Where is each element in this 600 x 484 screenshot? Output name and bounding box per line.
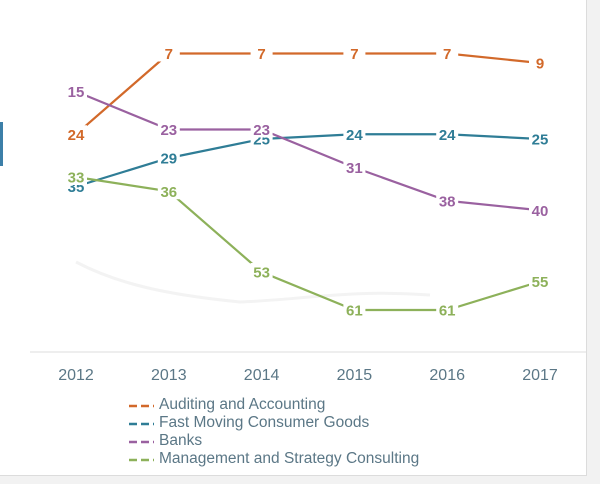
data-label: 24 (439, 127, 456, 144)
legend-label: Banks (159, 432, 203, 449)
data-label-background (529, 130, 551, 147)
legend-item[interactable]: Auditing and Accounting (128, 396, 419, 414)
legend-item[interactable]: Management and Strategy Consulting (128, 450, 419, 468)
series-group: 33 36 53 61 61 55 (65, 168, 551, 320)
data-label-background (250, 120, 273, 138)
x-axis-ticks: 2012 2013 2014 2015 2016 2017 (58, 367, 558, 384)
x-tick-label: 2017 (522, 367, 558, 384)
data-label-background (65, 168, 87, 185)
x-tick-label: 2015 (337, 367, 373, 384)
data-label-background (157, 149, 180, 166)
data-label: 53 (253, 265, 270, 282)
data-label: 7 (165, 46, 173, 63)
legend-swatch-icon (129, 440, 154, 444)
data-label: 29 (160, 151, 177, 168)
data-label-background (157, 44, 180, 62)
data-label: 40 (532, 203, 549, 220)
data-label: 24 (346, 127, 363, 144)
data-label-background (529, 272, 551, 290)
x-tick-label: 2012 (58, 367, 94, 384)
data-label: 36 (160, 184, 177, 201)
data-label: 61 (346, 303, 363, 320)
data-label-background (343, 44, 366, 62)
x-tick-label: 2014 (244, 367, 280, 384)
data-label-background (343, 125, 366, 143)
data-label: 23 (160, 122, 177, 139)
series-line[interactable] (75, 175, 541, 312)
legend-item[interactable]: Banks (128, 432, 419, 450)
data-label: 25 (532, 132, 549, 149)
data-label: 38 (439, 193, 456, 210)
data-label: 7 (350, 46, 358, 63)
x-tick-label: 2013 (151, 367, 187, 384)
legend-swatch-icon (129, 458, 154, 462)
series-group: 15 23 23 31 38 40 (65, 82, 551, 220)
data-label: 33 (68, 170, 85, 187)
legend-swatch-icon (129, 404, 154, 408)
data-label-background (250, 263, 273, 280)
chart-card: 2012 2013 2014 2015 2016 2017 24 7 7 7 7 9 35 29 25 24… (0, 0, 587, 476)
data-label: 15 (68, 84, 85, 101)
data-label: 24 (68, 127, 85, 144)
data-label-background (436, 44, 459, 62)
x-tick-label: 2016 (429, 367, 465, 384)
data-label-background (157, 182, 180, 200)
series-line[interactable] (75, 52, 541, 136)
series-line[interactable] (75, 90, 541, 212)
data-label-background (65, 125, 87, 143)
side-tab-marker (0, 122, 3, 166)
data-label-background (250, 44, 273, 62)
data-label: 23 (253, 122, 270, 139)
data-label-background (157, 120, 180, 138)
data-label-background (65, 82, 87, 100)
data-label-background (343, 301, 366, 318)
faded-background-line (75, 260, 431, 304)
data-label-background (436, 301, 459, 318)
data-label-background (436, 191, 459, 209)
legend: Auditing and Accounting Fast Moving Cons… (128, 396, 419, 468)
series-line[interactable] (75, 133, 541, 188)
data-label-background (529, 54, 551, 71)
data-label-background (529, 201, 551, 219)
legend-label: Auditing and Accounting (159, 396, 326, 413)
legend-label: Fast Moving Consumer Goods (159, 414, 370, 431)
legend-item[interactable]: Fast Moving Consumer Goods (128, 414, 419, 432)
data-label: 31 (346, 160, 363, 177)
data-label-background (343, 158, 366, 176)
data-label-background (436, 125, 459, 143)
data-label: 9 (536, 56, 544, 73)
legend-swatch-icon (129, 422, 154, 426)
data-label: 55 (532, 274, 549, 291)
data-label: 61 (439, 303, 456, 320)
data-label: 7 (257, 46, 265, 63)
series-group: 24 7 7 7 7 9 (65, 44, 551, 144)
data-label: 7 (443, 46, 451, 63)
legend-label: Management and Strategy Consulting (159, 450, 420, 467)
